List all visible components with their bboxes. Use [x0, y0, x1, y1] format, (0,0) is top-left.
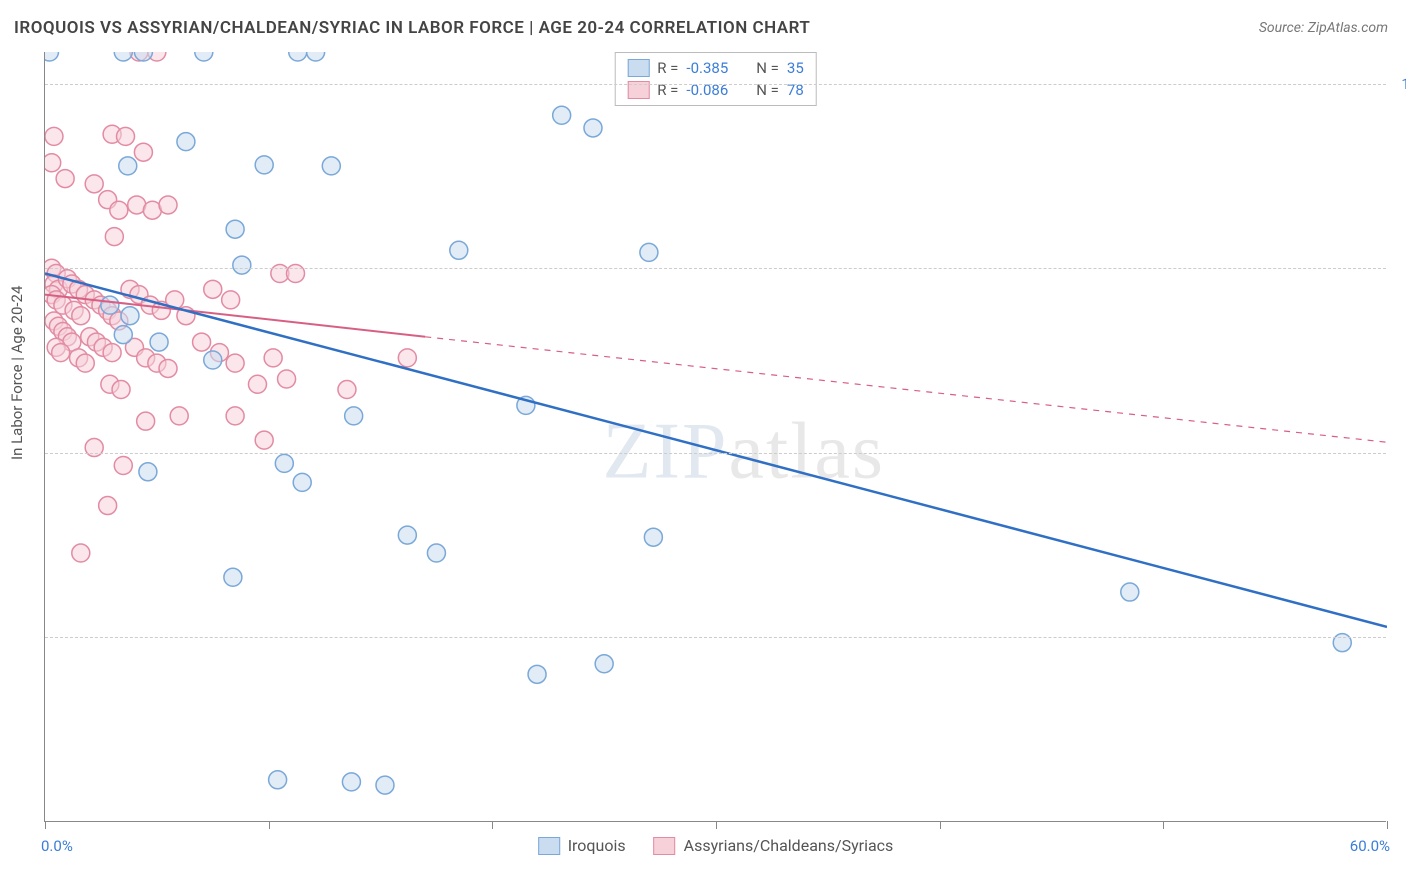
- gridline: [45, 637, 1386, 638]
- x-tick: [940, 821, 941, 829]
- x-tick: [492, 821, 493, 829]
- gridline: [45, 84, 1386, 85]
- x-tick: [1387, 821, 1388, 829]
- gridline: [45, 453, 1386, 454]
- chart-title: IROQUOIS VS ASSYRIAN/CHALDEAN/SYRIAC IN …: [14, 18, 810, 38]
- x-tick: [45, 821, 46, 829]
- r-label: R =: [657, 59, 678, 77]
- plot-area: ZIPatlas R =-0.385N =35R =-0.086N =78 Ir…: [44, 52, 1386, 822]
- y-axis-label: In Labor Force | Age 20-24: [8, 286, 26, 460]
- x-axis-max: 60.0%: [1350, 837, 1390, 855]
- legend-label-assyrians: Assyrians/Chaldeans/Syriacs: [684, 836, 894, 855]
- r-value: -0.385: [686, 59, 728, 77]
- legend-item-assyrians: Assyrians/Chaldeans/Syriacs: [654, 836, 894, 855]
- x-tick: [269, 821, 270, 829]
- series-legend: Iroquois Assyrians/Chaldeans/Syriacs: [538, 836, 894, 855]
- chart-svg: [45, 52, 1387, 822]
- legend-swatch-iroquois: [538, 837, 560, 855]
- legend-item-iroquois: Iroquois: [538, 836, 626, 855]
- legend-label-iroquois: Iroquois: [568, 836, 626, 855]
- legend-swatch-assyrians: [654, 837, 676, 855]
- correlation-chart: IROQUOIS VS ASSYRIAN/CHALDEAN/SYRIAC IN …: [0, 0, 1406, 892]
- legend-swatch: [627, 59, 649, 77]
- y-tick-label: 100.0%: [1401, 75, 1406, 93]
- gridline: [45, 268, 1386, 269]
- legend-row: R =-0.086N =78: [627, 79, 804, 101]
- x-axis-min: 0.0%: [41, 837, 73, 855]
- x-tick: [1163, 821, 1164, 829]
- correlation-legend: R = -0.385 N = 35 R =-0.086N =78: [614, 52, 817, 106]
- legend-row: R = -0.385 N = 35: [627, 57, 804, 79]
- x-tick: [716, 821, 717, 829]
- source-attribution: Source: ZipAtlas.com: [1259, 20, 1388, 36]
- n-value: 35: [787, 59, 804, 77]
- n-label: N =: [756, 59, 779, 77]
